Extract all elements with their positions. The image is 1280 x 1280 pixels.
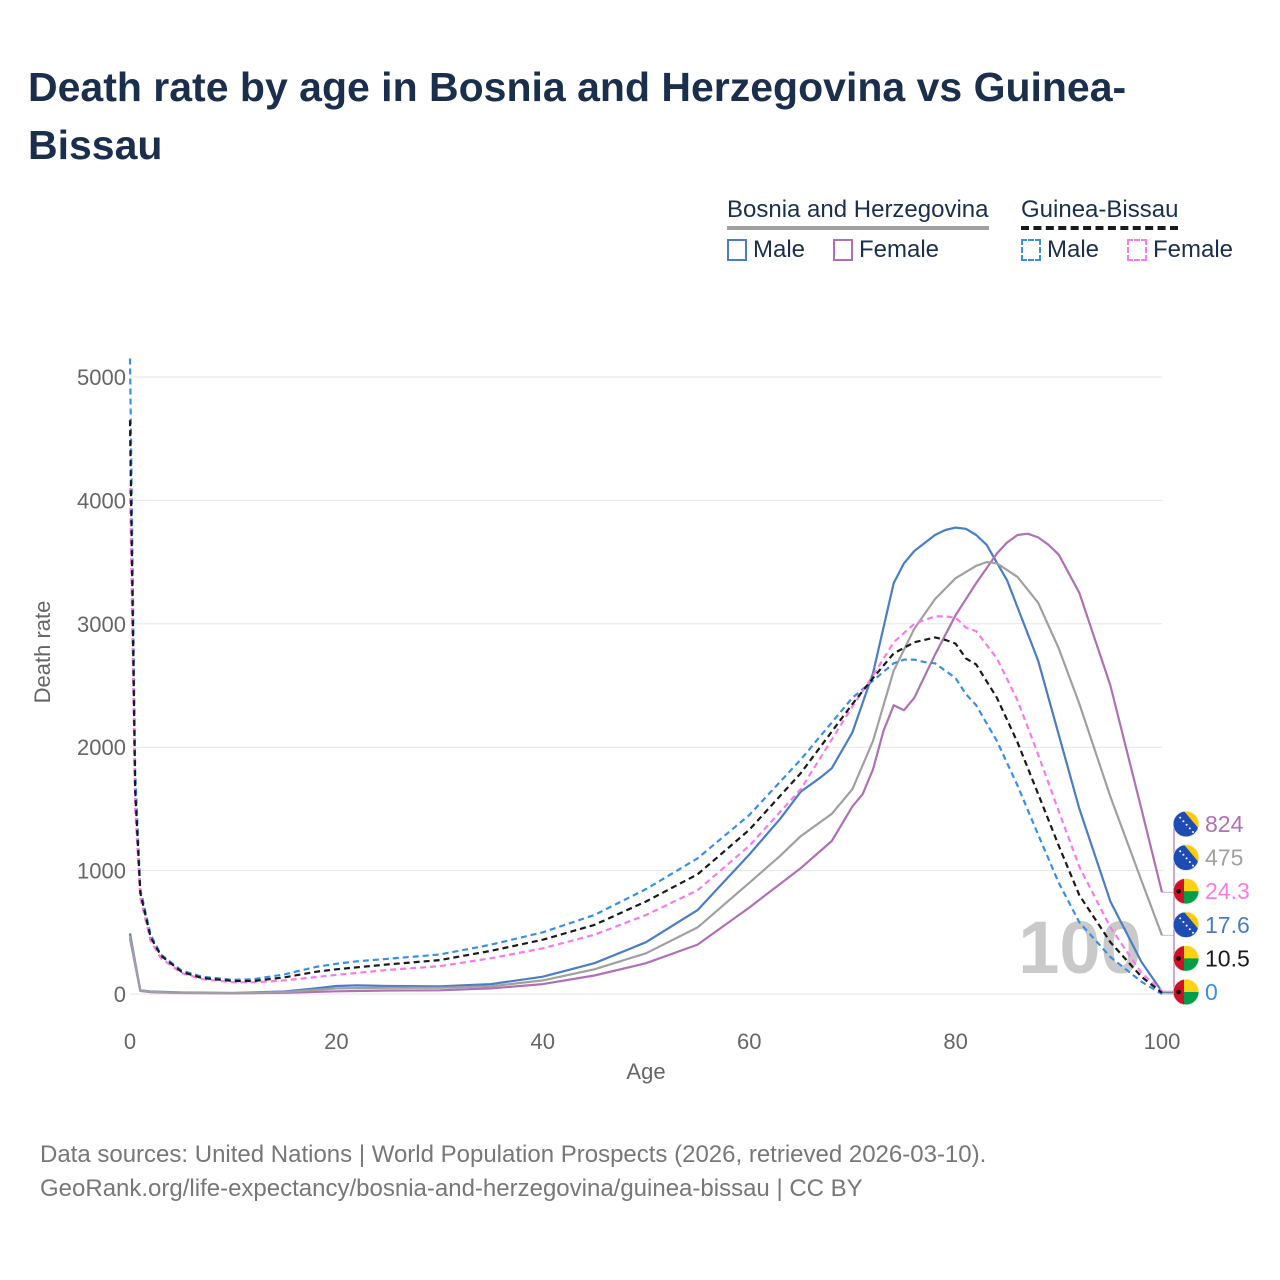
legend-item-guinea-bissau-male[interactable]: Male bbox=[1021, 236, 1099, 264]
legend-item-guinea-bissau-female[interactable]: Female bbox=[1127, 236, 1233, 264]
end-label-value-gnb-total: 10.5 bbox=[1205, 945, 1250, 971]
x-axis-label: Age bbox=[626, 1059, 665, 1084]
footer: Data sources: United Nations | World Pop… bbox=[40, 1138, 986, 1206]
y-axis-ticks: 0 1000 2000 3000 4000 5000 bbox=[77, 365, 126, 1007]
chart-title: Death rate by age in Bosnia and Herzegov… bbox=[28, 64, 1127, 168]
y-tick-label-3000: 3000 bbox=[77, 612, 126, 637]
y-tick-label-1000: 1000 bbox=[77, 859, 126, 884]
watermark-year: 100 bbox=[1018, 906, 1141, 989]
end-label-bih-female: 824 bbox=[1162, 811, 1244, 893]
legend-item-bosnia-female[interactable]: Female bbox=[833, 236, 939, 264]
series-line-gnb-male[interactable] bbox=[128, 358, 1163, 995]
series-line-bih-female[interactable] bbox=[128, 532, 1164, 995]
end-label-value-bih-female: 824 bbox=[1205, 811, 1244, 837]
guinea-bissau-flag-icon bbox=[1173, 878, 1199, 905]
x-tick-label-20: 20 bbox=[324, 1029, 348, 1054]
legend-group-title-guinea-bissau: Guinea-Bissau bbox=[1021, 196, 1179, 230]
legend-label-guinea-bissau-female: Female bbox=[1153, 236, 1234, 263]
end-label-value-gnb-female: 24.3 bbox=[1205, 878, 1250, 904]
y-tick-label-5000: 5000 bbox=[77, 365, 126, 390]
legend-swatch-bosnia-female bbox=[833, 239, 853, 261]
guinea-bissau-flag-icon bbox=[1173, 979, 1199, 1005]
legend-swatch-guinea-bissau-male bbox=[1021, 239, 1041, 261]
end-label-value-gnb-male: 0 bbox=[1205, 979, 1218, 1005]
footer-link[interactable]: GeoRank.org/life-expectancy/bosnia-and-h… bbox=[40, 1175, 863, 1202]
end-label-value-bih-total: 475 bbox=[1205, 845, 1243, 871]
y-tick-label-2000: 2000 bbox=[77, 735, 126, 760]
legend-group-bosnia[interactable]: Bosnia and Herzegovina bbox=[727, 196, 989, 230]
y-axis-label: Death rate bbox=[30, 601, 55, 704]
x-tick-label-60: 60 bbox=[737, 1029, 761, 1054]
bosnia-flag-icon bbox=[1173, 844, 1199, 871]
end-label-bih-male: 17.6 bbox=[1162, 911, 1250, 993]
end-label-gnb-male: 0 bbox=[1162, 979, 1218, 1005]
y-tick-label-4000: 4000 bbox=[77, 488, 126, 513]
end-label-value-bih-male: 17.6 bbox=[1205, 912, 1250, 938]
end-label-gnb-total: 10.5 bbox=[1162, 945, 1250, 994]
end-label-gnb-female: 24.3 bbox=[1162, 878, 1250, 992]
grid bbox=[130, 376, 1162, 995]
bosnia-flag-icon bbox=[1173, 811, 1199, 837]
legend-swatch-guinea-bissau-female bbox=[1127, 239, 1147, 261]
footer-sources: Data sources: United Nations | World Pop… bbox=[40, 1141, 987, 1168]
legend-group-title-bosnia: Bosnia and Herzegovina bbox=[727, 196, 989, 230]
x-axis-ticks: 0 20 40 60 80 100 bbox=[124, 1029, 1180, 1054]
x-tick-label-80: 80 bbox=[943, 1029, 967, 1054]
x-tick-label-0: 0 bbox=[124, 1029, 136, 1054]
legend-label-bosnia-male: Male bbox=[753, 236, 806, 263]
series-line-gnb-total[interactable] bbox=[128, 420, 1163, 994]
guinea-bissau-flag-icon bbox=[1173, 945, 1199, 972]
end-label-bih-total: 475 bbox=[1162, 844, 1243, 936]
series-line-bih-total[interactable] bbox=[128, 561, 1164, 995]
y-tick-label-0: 0 bbox=[114, 982, 126, 1007]
series-lines bbox=[128, 358, 1164, 995]
x-tick-label-40: 40 bbox=[531, 1029, 555, 1054]
legend-label-guinea-bissau-male: Male bbox=[1047, 236, 1100, 263]
legend-label-bosnia-female: Female bbox=[859, 236, 940, 263]
legend-group-guinea-bissau[interactable]: Guinea-Bissau bbox=[1021, 196, 1179, 230]
legend-item-bosnia-male[interactable]: Male bbox=[727, 236, 805, 264]
x-tick-label-100: 100 bbox=[1144, 1029, 1181, 1054]
series-line-gnb-female[interactable] bbox=[128, 488, 1163, 992]
bosnia-flag-icon bbox=[1173, 911, 1199, 938]
end-labels: 824 475 24.3 17.6 10.5 0 bbox=[1162, 811, 1250, 1005]
series-line-bih-male[interactable] bbox=[128, 526, 1163, 995]
legend-swatch-bosnia-male bbox=[727, 239, 747, 261]
